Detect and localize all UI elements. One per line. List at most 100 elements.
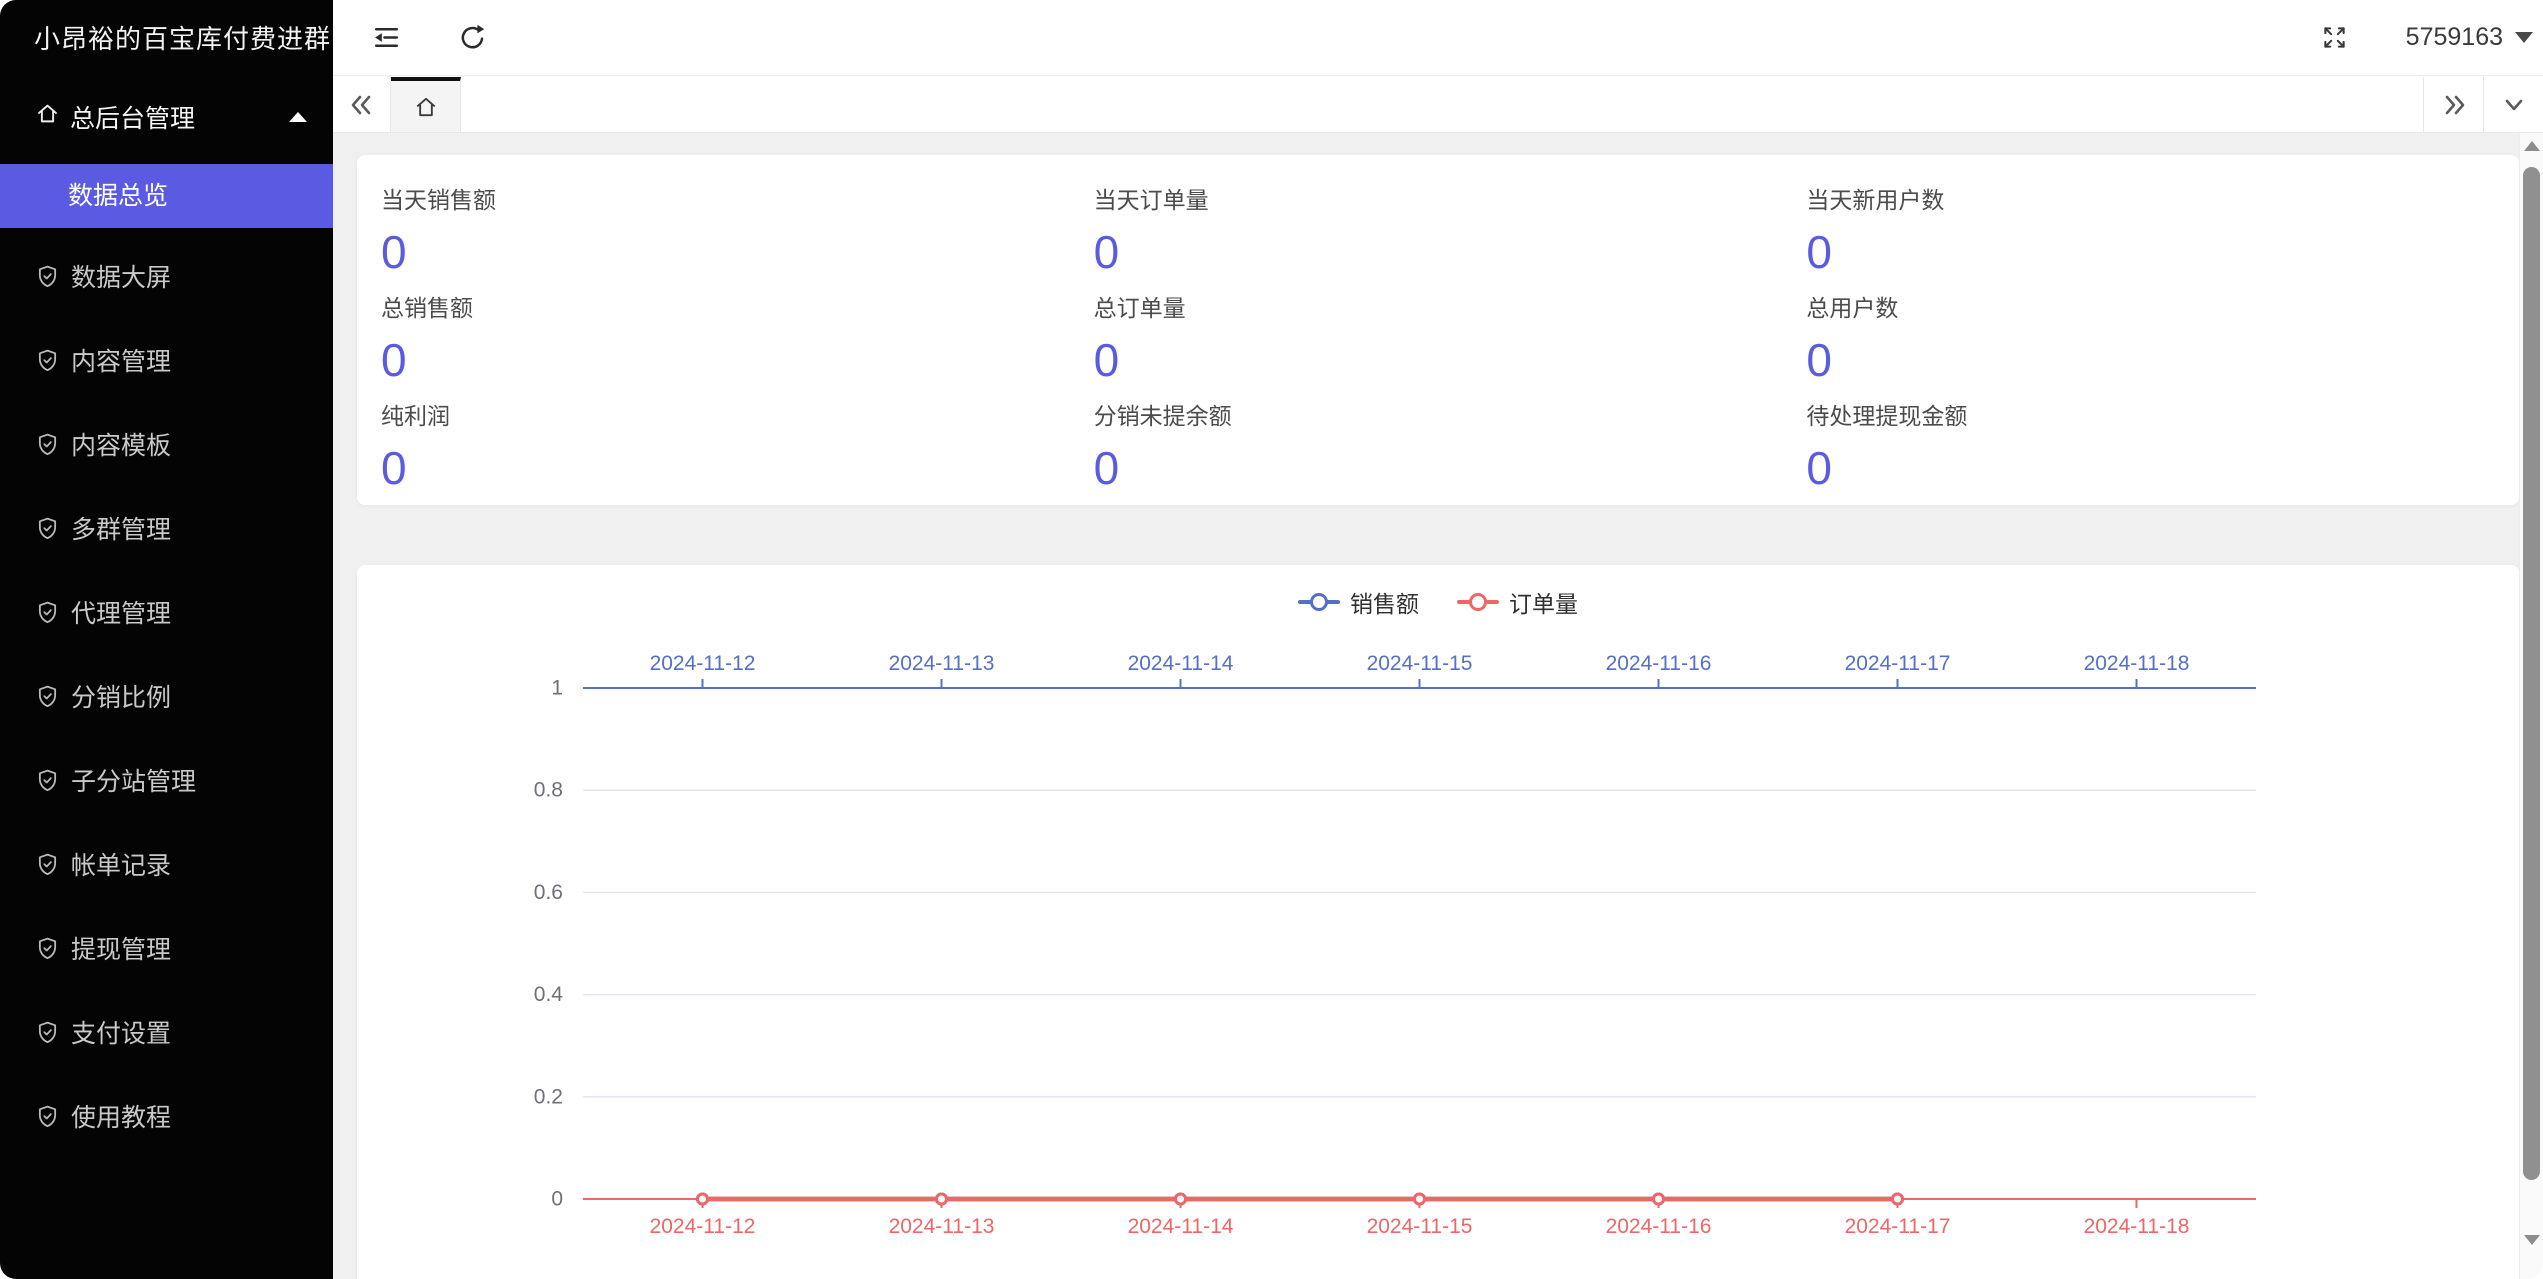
sidebar-menu: 数据大屏内容管理内容模板多群管理代理管理分销比例子分站管理帐单记录提现管理支付设…	[0, 234, 333, 1158]
stat-value: 0	[381, 334, 407, 386]
tabs-menu-button[interactable]	[2483, 77, 2543, 132]
shield-check-icon	[38, 265, 57, 287]
tabs-scroll-left-button[interactable]	[333, 77, 391, 132]
tabbar	[333, 77, 2543, 133]
sidebar-item-data-overview[interactable]: 数据总览	[0, 164, 333, 228]
legend-marker-icon	[1298, 593, 1340, 611]
shield-check-icon	[38, 769, 57, 791]
svg-text:2024-11-15: 2024-11-15	[1367, 652, 1473, 675]
scrollbar-thumb[interactable]	[2523, 167, 2540, 1180]
shield-check-icon	[38, 1105, 57, 1127]
shield-check-icon	[38, 601, 57, 623]
sidebar-item[interactable]: 分销比例	[0, 654, 333, 738]
account-number: 5759163	[2405, 23, 2503, 51]
stat-label: 当天订单量	[1093, 187, 1209, 213]
stat-cell: 总订单量 0	[1094, 289, 1807, 397]
stat-label: 当天新用户数	[1806, 187, 1945, 213]
account-dropdown[interactable]: 5759163	[2406, 23, 2533, 52]
svg-text:2024-11-12: 2024-11-12	[650, 652, 756, 675]
sidebar-item[interactable]: 内容管理	[0, 318, 333, 402]
sidebar-item[interactable]: 帐单记录	[0, 822, 333, 906]
line-chart-canvas: 0 0.2 0.4 0.6 0.8 1 2024-11-12 2024-11-12 2024-1…	[534, 652, 2256, 1238]
stats-card: 当天销售额 0 当天订单量 0 当天新用户数 0 总销售额 0 总订单量 0 总用户数 0 纯利润 0 分销…	[357, 155, 2519, 505]
svg-text:0.6: 0.6	[534, 881, 563, 904]
svg-text:0.2: 0.2	[534, 1085, 563, 1108]
home-icon	[416, 97, 435, 116]
stat-label: 总用户数	[1806, 295, 1899, 321]
triangle-down-icon[interactable]	[2523, 1235, 2540, 1245]
sidebar-item[interactable]: 数据大屏	[0, 234, 333, 318]
legend-item[interactable]: 订单量	[1457, 585, 1578, 619]
svg-text:2024-11-13: 2024-11-13	[889, 652, 995, 675]
stat-cell: 纯利润 0	[381, 397, 1094, 505]
stat-cell: 总用户数 0	[1806, 289, 2519, 397]
shield-check-icon	[38, 937, 57, 959]
svg-text:2024-11-13: 2024-11-13	[889, 1215, 995, 1238]
tab-home[interactable]	[391, 77, 461, 132]
svg-text:2024-11-14: 2024-11-14	[1128, 652, 1234, 675]
stat-label: 纯利润	[381, 403, 450, 429]
stat-label: 总订单量	[1093, 295, 1186, 321]
sidebar-item[interactable]: 提现管理	[0, 906, 333, 990]
home-icon	[34, 100, 61, 134]
svg-text:2024-11-17: 2024-11-17	[1845, 652, 1951, 675]
stat-label: 待处理提现金额	[1806, 403, 1968, 429]
svg-text:2024-11-14: 2024-11-14	[1128, 1215, 1234, 1238]
sidebar-item-label: 代理管理	[71, 600, 172, 628]
fullscreen-icon[interactable]	[2321, 24, 2348, 51]
svg-text:0.8: 0.8	[534, 779, 563, 802]
tabbar-spacer	[461, 77, 2423, 132]
sidebar-title: 小昂裕的百宝库付费进群	[34, 24, 332, 54]
svg-text:2024-11-17: 2024-11-17	[1845, 1215, 1951, 1238]
stat-cell: 当天新用户数 0	[1806, 181, 2519, 289]
tabs-scroll-right-button[interactable]	[2423, 77, 2483, 132]
sidebar-item-label: 支付设置	[71, 1020, 172, 1048]
vertical-scrollbar[interactable]	[2519, 133, 2543, 1279]
svg-text:2024-11-18: 2024-11-18	[2084, 1215, 2190, 1238]
shield-check-icon	[38, 853, 57, 875]
sidebar: 小昂裕的百宝库付费进群 总后台管理 数据总览 数据大屏内容管理内容模板多群管理代…	[0, 0, 333, 1279]
caret-up-icon	[289, 112, 307, 122]
stat-label: 当天销售额	[381, 187, 496, 213]
sidebar-item-label: 多群管理	[71, 516, 172, 544]
sidebar-item[interactable]: 支付设置	[0, 990, 333, 1074]
legend-item[interactable]: 销售额	[1298, 585, 1419, 619]
stat-cell: 总销售额 0	[381, 289, 1094, 397]
stat-cell: 待处理提现金额 0	[1806, 397, 2519, 505]
svg-text:2024-11-16: 2024-11-16	[1606, 652, 1712, 675]
sidebar-item-label: 子分站管理	[71, 768, 197, 796]
sidebar-item[interactable]: 内容模板	[0, 402, 333, 486]
sidebar-section-label: 总后台管理	[70, 105, 196, 133]
svg-text:0: 0	[551, 1188, 563, 1211]
shield-check-icon	[38, 433, 57, 455]
sidebar-item-label: 帐单记录	[71, 852, 172, 880]
svg-text:2024-11-12: 2024-11-12	[650, 1215, 756, 1238]
stat-cell: 分销未提余额 0	[1094, 397, 1807, 505]
menu-fold-icon[interactable]	[371, 22, 402, 53]
sales-orders-chart-card: 销售额 订单量 0 0.2 0.4 0.6 0.8 1 2024-11-12 2024-11-1…	[357, 565, 2519, 1279]
legend-label: 销售额	[1350, 591, 1419, 617]
stat-label: 总销售额	[381, 295, 473, 321]
sidebar-item-label: 分销比例	[71, 684, 172, 712]
stat-value: 0	[1093, 442, 1120, 494]
sidebar-item-label: 提现管理	[71, 936, 172, 964]
sidebar-item-label: 内容管理	[71, 348, 172, 376]
sidebar-item[interactable]: 子分站管理	[0, 738, 333, 822]
shield-check-icon	[38, 1021, 57, 1043]
svg-text:0.4: 0.4	[534, 983, 564, 1006]
svg-text:2024-11-15: 2024-11-15	[1367, 1215, 1473, 1238]
svg-text:2024-11-18: 2024-11-18	[2084, 652, 2190, 675]
sidebar-item[interactable]: 代理管理	[0, 570, 333, 654]
chart-legend: 销售额 订单量	[357, 585, 2519, 619]
stat-value: 0	[381, 226, 407, 278]
sidebar-item-label: 使用教程	[71, 1104, 172, 1132]
sidebar-section-admin[interactable]: 总后台管理	[0, 78, 333, 156]
sidebar-item[interactable]: 使用教程	[0, 1074, 333, 1158]
triangle-up-icon[interactable]	[2523, 141, 2540, 151]
stat-label: 分销未提余额	[1093, 403, 1232, 429]
svg-text:2024-11-16: 2024-11-16	[1606, 1215, 1712, 1238]
shield-check-icon	[38, 349, 57, 371]
refresh-icon[interactable]	[458, 23, 487, 52]
sidebar-item[interactable]: 多群管理	[0, 486, 333, 570]
